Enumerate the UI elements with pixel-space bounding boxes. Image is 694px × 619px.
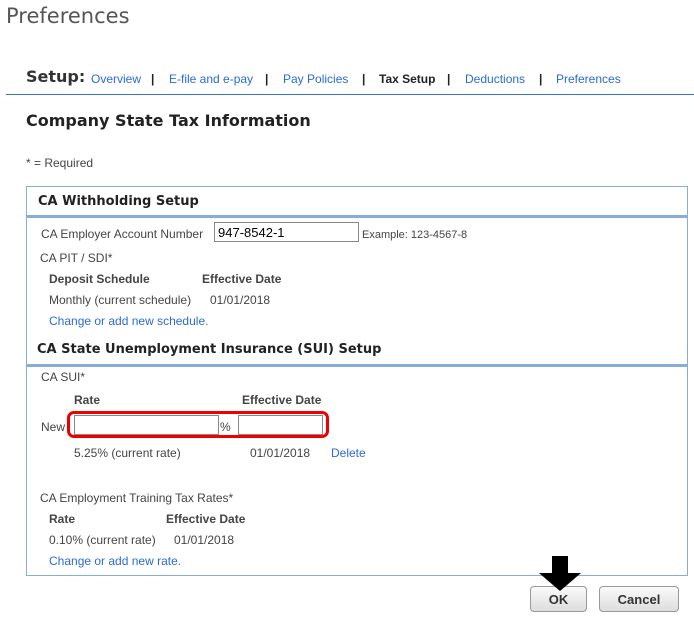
account-example: Example: 123-4567-8 <box>362 229 468 241</box>
ett-col-date: Effective Date <box>166 512 246 526</box>
tab-pay-policies[interactable]: Pay Policies <box>283 72 349 86</box>
nav-divider <box>6 94 694 95</box>
sui-effective-date-input[interactable] <box>238 415 323 435</box>
highlight-annotation <box>67 411 329 438</box>
ett-rate: 0.10% (current rate) <box>49 533 156 547</box>
withholding-header: CA Withholding Setup <box>38 194 199 209</box>
col-effective-date: Effective Date <box>202 272 282 286</box>
col-deposit-schedule: Deposit Schedule <box>49 272 150 286</box>
nav-separator: | <box>265 72 269 86</box>
arrow-down-icon <box>539 556 581 591</box>
page-title: Company State Tax Information <box>26 111 311 130</box>
delete-rate-link[interactable]: Delete <box>331 446 366 460</box>
employer-account-input[interactable] <box>214 222 359 242</box>
schedule-date-value: 01/01/2018 <box>210 293 271 307</box>
account-label: CA Employer Account Number <box>41 227 204 241</box>
sui-label: CA SUI* <box>41 370 86 384</box>
tab-deductions[interactable]: Deductions <box>465 72 526 86</box>
pit-label: CA PIT / SDI* <box>40 251 113 265</box>
new-label: New <box>41 420 66 434</box>
nav-separator: | <box>447 72 451 86</box>
nav-separator: | <box>362 72 366 86</box>
ett-date: 01/01/2018 <box>174 533 235 547</box>
current-rate: 5.25% (current rate) <box>74 446 181 460</box>
required-note: * = Required <box>26 156 94 170</box>
nav-separator: | <box>539 72 543 86</box>
setup-label: Setup: <box>26 67 86 86</box>
tab-overview[interactable]: Overview <box>91 72 142 86</box>
sui-header: CA State Unemployment Insurance (SUI) Se… <box>37 342 382 357</box>
percent-sign: % <box>220 420 231 434</box>
cancel-button[interactable]: Cancel <box>599 586 679 612</box>
tab-efile[interactable]: E-file and e-pay <box>169 72 254 86</box>
current-rate-date: 01/01/2018 <box>250 446 311 460</box>
section-divider <box>27 364 688 367</box>
tab-preferences[interactable]: Preferences <box>556 72 621 86</box>
deposit-schedule-value: Monthly (current schedule) <box>49 293 192 307</box>
change-rate-link[interactable]: Change or add new rate. <box>49 554 182 568</box>
ett-col-rate: Rate <box>49 512 76 526</box>
window-title: Preferences <box>6 4 130 28</box>
sui-rate-input[interactable] <box>74 415 219 435</box>
col-effective-date: Effective Date <box>242 393 322 407</box>
tax-panel <box>26 186 688 576</box>
ett-label: CA Employment Training Tax Rates* <box>40 491 234 505</box>
section-divider <box>27 215 688 218</box>
nav-separator: | <box>151 72 155 86</box>
col-rate: Rate <box>74 393 101 407</box>
change-schedule-link[interactable]: Change or add new schedule. <box>49 314 209 328</box>
tab-tax-setup[interactable]: Tax Setup <box>379 72 436 86</box>
